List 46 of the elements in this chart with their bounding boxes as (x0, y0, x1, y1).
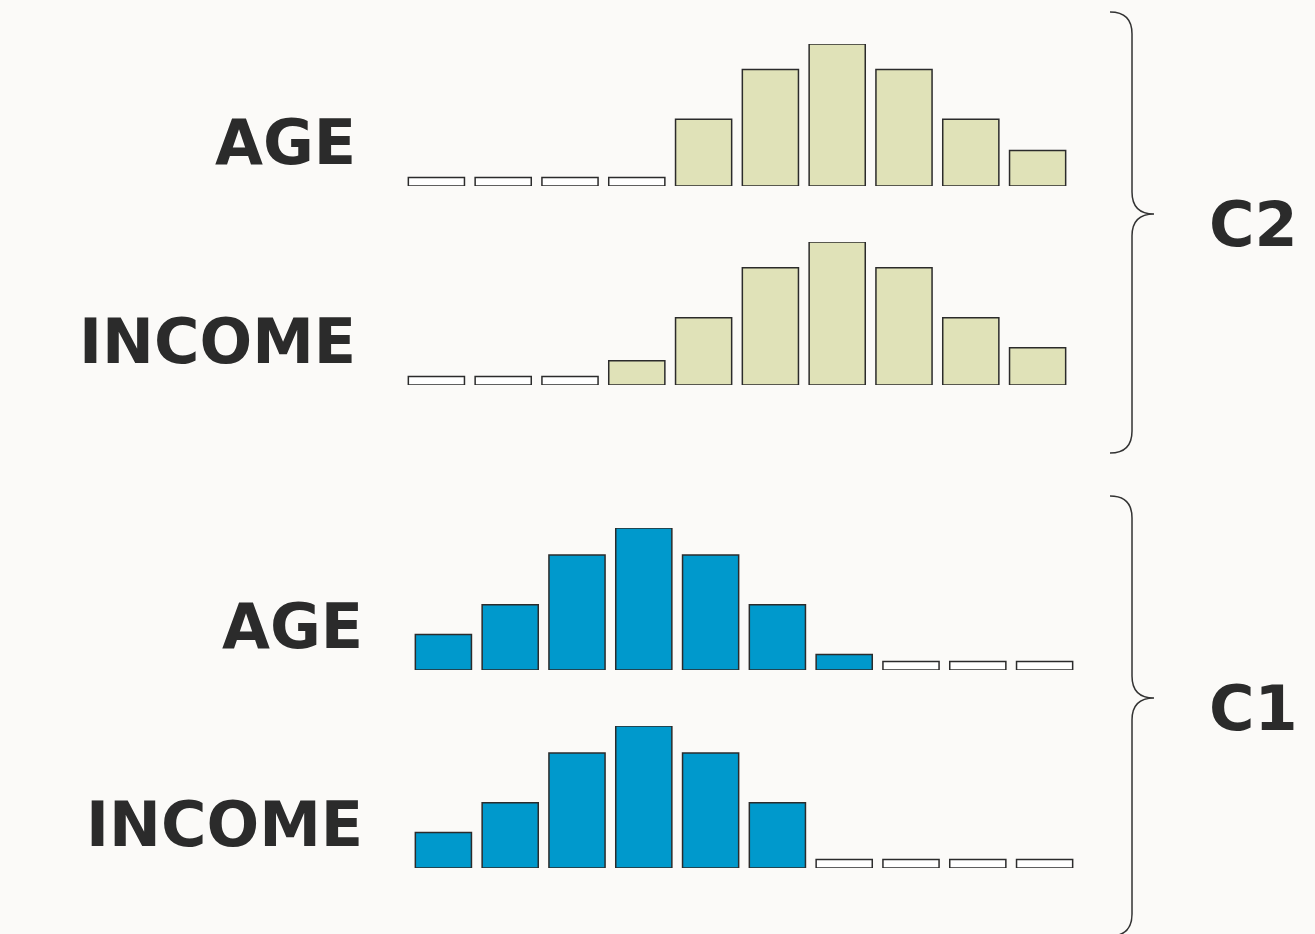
bar (875, 68, 933, 186)
bar (815, 858, 874, 868)
bar (741, 68, 800, 186)
bar (681, 752, 740, 868)
bar (748, 801, 807, 868)
bar (1015, 660, 1074, 670)
bar (808, 44, 867, 186)
bar (1015, 858, 1074, 868)
text: C2 (1209, 188, 1298, 261)
y-axis-title: INCOME (79, 305, 357, 378)
bar (741, 266, 800, 385)
y-axis-title: AGE (222, 590, 364, 663)
bar (748, 603, 807, 670)
y-axis-title: AGE (215, 106, 357, 179)
bar (674, 317, 733, 385)
bar (541, 375, 599, 385)
bar (948, 858, 1007, 868)
bar (808, 242, 867, 385)
bar (941, 118, 1000, 186)
bar (882, 660, 940, 670)
bar (407, 176, 466, 186)
bar (875, 266, 933, 385)
bar (474, 375, 533, 385)
bar (607, 359, 666, 385)
bar (882, 858, 940, 868)
bar (481, 603, 540, 670)
bar (815, 653, 874, 670)
bar (474, 176, 533, 186)
bar (414, 831, 473, 868)
bar (614, 726, 673, 868)
bar (607, 176, 666, 186)
bar (414, 633, 473, 670)
bar (941, 317, 1000, 385)
bar (407, 375, 466, 385)
bar (674, 118, 733, 186)
bar (614, 528, 673, 670)
bar (541, 176, 599, 186)
bar (548, 554, 606, 670)
y-axis-title: INCOME (86, 788, 364, 861)
bar (1008, 149, 1067, 186)
bar (948, 660, 1007, 670)
bar (1008, 347, 1067, 385)
bar (681, 554, 740, 670)
bar (481, 801, 540, 868)
bar (548, 752, 606, 868)
text: C1 (1209, 672, 1298, 745)
